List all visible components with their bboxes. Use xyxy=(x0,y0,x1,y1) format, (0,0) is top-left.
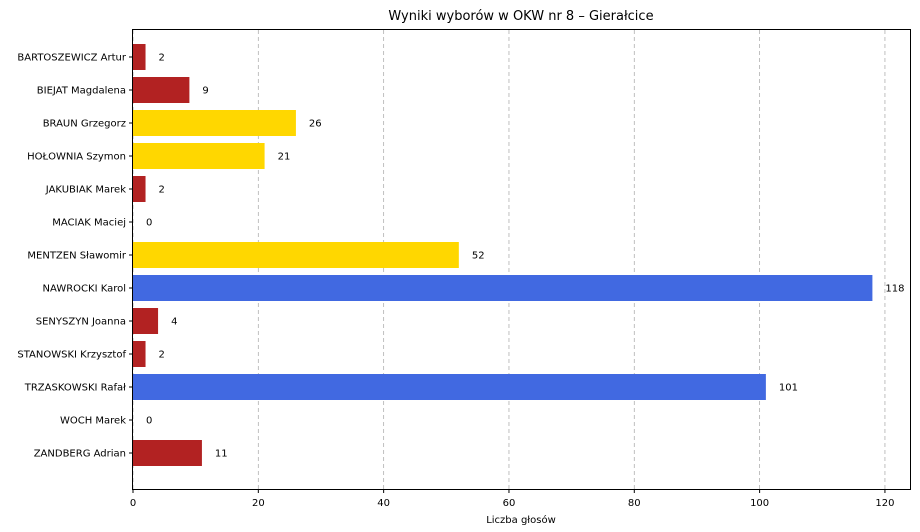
x-tick-label: 40 xyxy=(377,498,390,509)
bar-value-label: 118 xyxy=(885,284,904,295)
bar-value-label: 0 xyxy=(146,416,152,427)
bar-value-label: 11 xyxy=(215,449,228,460)
bar-value-label: 21 xyxy=(278,152,291,163)
chart-title: Wyniki wyborów w OKW nr 8 – Gierałcice xyxy=(388,9,653,24)
x-axis-label: Liczba głosów xyxy=(486,514,556,526)
category-label: SENYSZYN Joanna xyxy=(36,317,126,328)
value-labels-layer: 2 9 26 21 2 0 52 118 4 2 101 0 11 xyxy=(146,53,904,460)
category-label: TRZASKOWSKI Rafał xyxy=(24,383,126,394)
bar-value-label: 52 xyxy=(472,251,485,262)
bar xyxy=(133,143,265,169)
x-tick-label: 60 xyxy=(503,498,516,509)
bar xyxy=(133,374,766,400)
bar xyxy=(133,308,159,334)
category-label: BARTOSZEWICZ Artur xyxy=(17,53,126,64)
bar-value-label: 2 xyxy=(159,350,165,361)
bars-layer xyxy=(133,44,873,466)
x-tick-label: 100 xyxy=(750,498,769,509)
bar xyxy=(133,176,146,202)
bar-value-label: 2 xyxy=(159,53,165,64)
category-label: BRAUN Grzegorz xyxy=(43,119,126,130)
bar xyxy=(133,440,202,466)
category-label: ZANDBERG Adrian xyxy=(34,449,126,460)
category-label: JAKUBIAK Marek xyxy=(45,185,126,196)
category-label: HOŁOWNIA Szymon xyxy=(27,152,126,163)
category-label: NAWROCKI Karol xyxy=(43,284,126,295)
x-tick-label: 20 xyxy=(252,498,265,509)
bar-value-label: 9 xyxy=(202,86,208,97)
category-label: BIEJAT Magdalena xyxy=(37,86,126,97)
category-label: MACIAK Maciej xyxy=(52,218,126,229)
bar-value-label: 101 xyxy=(779,383,798,394)
category-label: STANOWSKI Krzysztof xyxy=(17,350,126,361)
category-labels-layer: BARTOSZEWICZ Artur BIEJAT Magdalena BRAUN … xyxy=(17,53,133,460)
category-label: WOCH Marek xyxy=(60,416,126,427)
plot-frame xyxy=(132,29,911,490)
bar xyxy=(133,77,190,103)
bar xyxy=(133,242,459,268)
bar-value-label: 26 xyxy=(309,119,322,130)
bar-value-label: 2 xyxy=(159,185,165,196)
x-tick-label: 120 xyxy=(875,498,894,509)
category-label: MENTZEN Sławomir xyxy=(27,251,126,262)
bar xyxy=(133,341,146,367)
bar xyxy=(133,44,146,70)
x-tick-label: 80 xyxy=(628,498,641,509)
bar-value-label: 0 xyxy=(146,218,152,229)
x-ticks-layer: 0 20 40 60 80 100 120 xyxy=(130,489,894,509)
bar xyxy=(133,275,873,301)
bar-value-label: 4 xyxy=(171,317,177,328)
bar xyxy=(133,110,296,136)
x-tick-label: 0 xyxy=(130,498,136,509)
